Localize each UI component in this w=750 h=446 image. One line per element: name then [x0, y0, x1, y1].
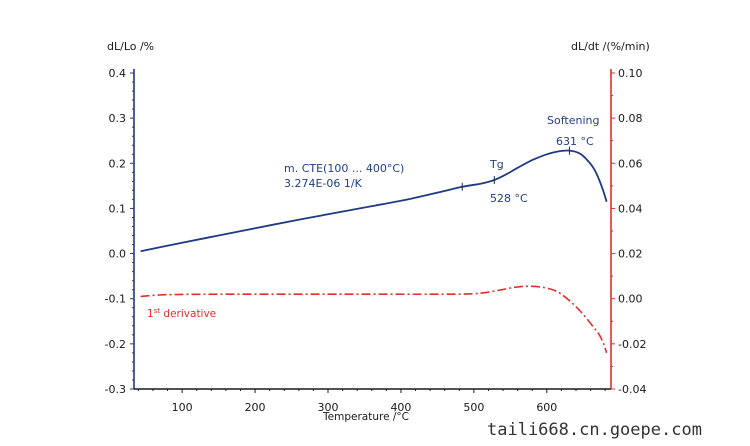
x-tick-label: 300: [318, 401, 339, 414]
x-tick-label: 400: [390, 401, 411, 414]
derivative-series-line: [140, 285, 608, 354]
left-tick-label: -0.2: [105, 338, 126, 351]
x-axis-title: Temperature /°C: [322, 411, 409, 423]
left-tick-label: -0.1: [105, 293, 126, 306]
marker-layer: [461, 146, 570, 191]
right-tick-label: 0.06: [618, 157, 643, 170]
softening-temp-label: 631 °C: [556, 135, 594, 148]
x-tick-label: 100: [172, 401, 193, 414]
tg-label: Tg: [489, 158, 504, 171]
right-tick-label: 0.04: [618, 202, 643, 215]
derivative-label-num: 1: [147, 308, 154, 320]
tg-temp-label: 528 °C: [490, 192, 528, 205]
right-tick-label: -0.02: [618, 338, 646, 351]
cte-label-line2: 3.274E-06 1/K: [284, 177, 363, 190]
softening-label: Softening: [547, 114, 599, 127]
right-tick-label: -0.04: [618, 383, 646, 396]
left-tick-label: 0.4: [109, 67, 127, 80]
right-tick-label: 0.00: [618, 293, 643, 306]
watermark: taili668.cn.goepe.com: [487, 420, 702, 440]
left-tick-label: 0.2: [109, 157, 127, 170]
left-tick-label: 0.3: [109, 112, 127, 125]
x-tick-label: 200: [245, 401, 266, 414]
derivative-label-rest: derivative: [160, 308, 216, 320]
cte-label-line1: m. CTE(100 ... 400°C): [284, 162, 404, 175]
left-tick-label: -0.3: [105, 383, 126, 396]
x-tick-label: 500: [463, 401, 484, 414]
left-tick-label: 0.0: [109, 248, 127, 261]
right-tick-label: 0.08: [618, 112, 643, 125]
axes: 0.4 0.3 0.2 0.1 0.0 -0.1 -0.2 -0.3 0.10 0.08 0.06 0…: [105, 67, 647, 414]
derivative-label-sup: st: [154, 307, 161, 315]
series-layer: [140, 149, 608, 354]
right-tick-label: 0.02: [618, 248, 643, 261]
derivative-label: 1st derivative: [147, 307, 216, 320]
right-axis-title: dL/dt /(%/min): [571, 40, 650, 53]
right-tick-label: 0.10: [618, 67, 643, 80]
left-axis-title: dL/Lo /%: [107, 40, 154, 53]
x-tick-label: 600: [536, 401, 557, 414]
left-tick-label: 0.1: [109, 202, 127, 215]
